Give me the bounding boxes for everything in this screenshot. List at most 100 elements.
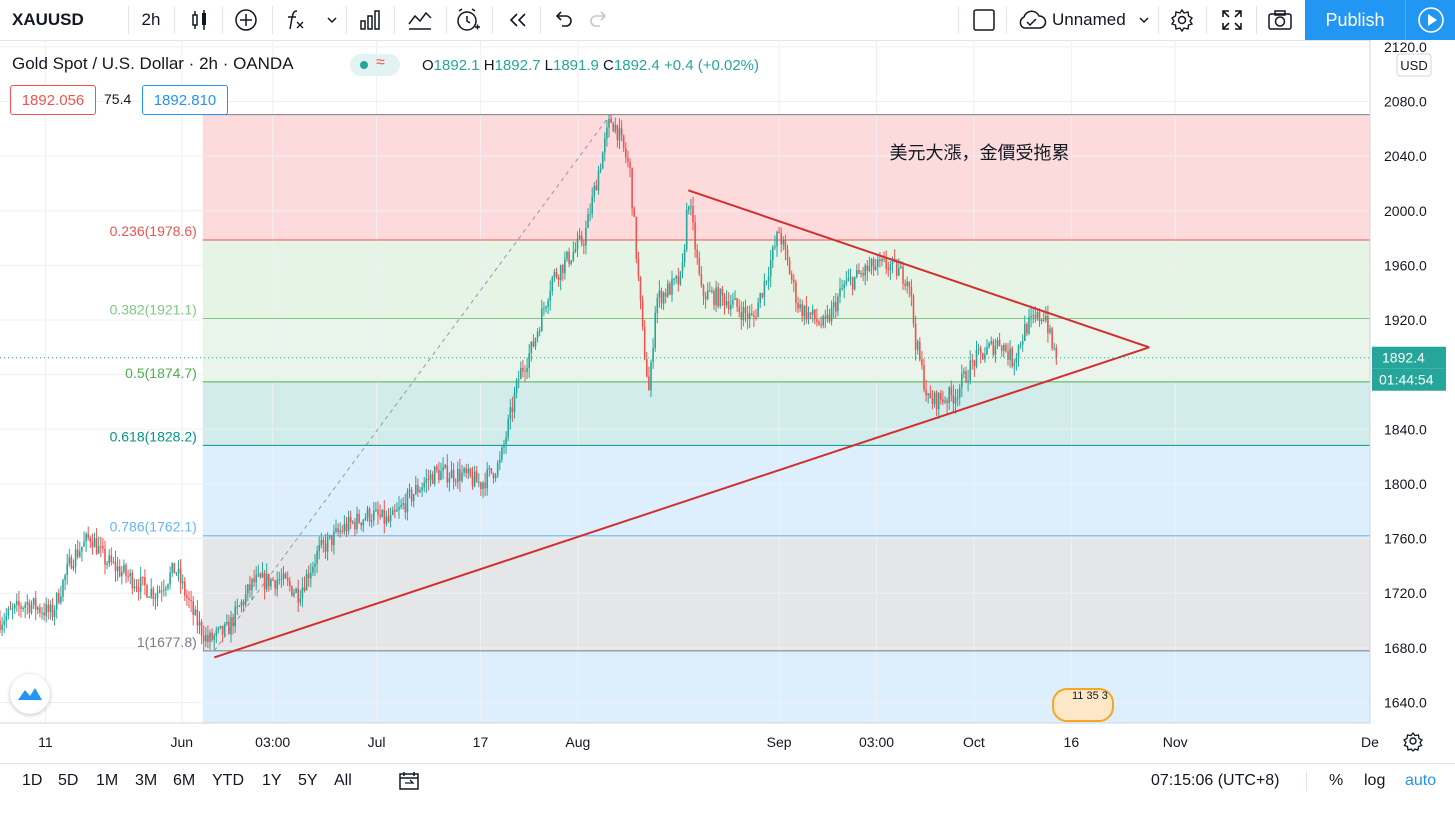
candle-body xyxy=(34,598,37,610)
candle-body xyxy=(364,518,367,520)
candle-body xyxy=(469,468,472,476)
candle-body xyxy=(622,135,625,149)
chevron-down-icon[interactable] xyxy=(1136,0,1152,40)
candle-body xyxy=(935,392,938,410)
publish-button[interactable]: Publish xyxy=(1305,0,1405,40)
replay-icon[interactable] xyxy=(500,0,536,40)
candle-body xyxy=(942,399,944,403)
candle-body xyxy=(658,290,661,299)
candle-body xyxy=(431,474,434,484)
layout-name[interactable]: Unnamed xyxy=(1052,10,1126,29)
candle-body xyxy=(444,464,446,468)
candle-body xyxy=(990,341,992,344)
fib-label: 0.236(1978.6) xyxy=(110,223,197,239)
square-icon[interactable] xyxy=(968,0,1000,40)
candle-body xyxy=(215,630,218,636)
undo-icon[interactable] xyxy=(548,0,578,40)
candle-body xyxy=(776,232,778,247)
candle-body xyxy=(751,313,753,316)
play-icon[interactable] xyxy=(1405,0,1455,40)
candle-body xyxy=(742,307,745,320)
range-button-1m[interactable]: 1M xyxy=(96,772,119,789)
time-tick-label: De xyxy=(1361,734,1379,750)
candle-body xyxy=(507,419,509,438)
candle-body xyxy=(95,538,98,554)
line-chart-icon[interactable] xyxy=(400,0,440,40)
alert-clock-icon[interactable] xyxy=(450,0,486,40)
candle-body xyxy=(179,568,182,584)
candle-body xyxy=(37,607,39,610)
range-button-all[interactable]: All xyxy=(334,772,352,789)
candle-body xyxy=(721,288,724,296)
auto-toggle[interactable]: auto xyxy=(1405,772,1437,789)
candle-body xyxy=(30,604,33,613)
price-tick-label: 1720.0 xyxy=(1384,585,1427,601)
price-axis: 2120.02080.02040.02000.01960.01920.01880… xyxy=(1369,39,1455,723)
candle-body xyxy=(822,316,824,326)
interval-button[interactable]: 2h xyxy=(141,10,161,29)
percent-toggle[interactable]: % xyxy=(1329,772,1344,789)
chevron-down-icon[interactable] xyxy=(322,0,342,40)
candle-body xyxy=(879,259,881,262)
candle-body xyxy=(307,573,310,579)
candle-body xyxy=(1032,315,1034,317)
toolbar-divider xyxy=(394,6,395,34)
legend-status-pill[interactable]: ≈ xyxy=(350,54,400,76)
economic-event-icon[interactable]: 11 35 3 xyxy=(1052,688,1114,722)
candle-body xyxy=(572,251,575,261)
range-button-1d[interactable]: 1D xyxy=(22,772,43,789)
candle-body xyxy=(333,531,335,546)
log-toggle[interactable]: log xyxy=(1364,772,1386,789)
candle-body xyxy=(100,546,102,548)
candle-body xyxy=(730,304,732,310)
range-button-1y[interactable]: 1Y xyxy=(262,772,282,789)
range-button-5y[interactable]: 5Y xyxy=(298,772,318,789)
toolbar-divider xyxy=(346,6,347,34)
buy-price-button[interactable]: 1892.810 xyxy=(142,85,228,115)
candle-body xyxy=(478,482,480,484)
candle-body xyxy=(1003,344,1005,351)
bottom-toolbar xyxy=(0,763,1455,808)
candle-body xyxy=(415,485,417,495)
bars-icon[interactable] xyxy=(352,0,388,40)
candle-body xyxy=(129,572,131,576)
candle-body xyxy=(184,581,186,596)
camera-icon[interactable] xyxy=(1262,0,1298,40)
toolbar-divider xyxy=(1256,6,1257,34)
candle-body xyxy=(366,508,369,519)
symbol-search[interactable]: XAUUSD xyxy=(12,10,84,29)
toolbar-divider xyxy=(1206,6,1207,34)
redo-icon[interactable] xyxy=(584,0,614,40)
sell-price-button[interactable]: 1892.056 xyxy=(10,85,96,115)
candle-body xyxy=(480,482,482,490)
range-button-3m[interactable]: 3M xyxy=(135,772,158,789)
clock-timezone[interactable]: 07:15:06 (UTC+8) xyxy=(1151,772,1280,789)
candle-body xyxy=(977,348,980,350)
plus-circle-icon[interactable] xyxy=(228,0,264,40)
gear-icon[interactable] xyxy=(1164,0,1200,40)
range-button-6m[interactable]: 6M xyxy=(173,772,196,789)
candle-body xyxy=(515,380,518,394)
candle-body xyxy=(114,561,117,571)
candle-body xyxy=(717,287,719,307)
candle-body xyxy=(236,606,239,608)
fullscreen-icon[interactable] xyxy=(1214,0,1250,40)
candle-body xyxy=(685,209,688,250)
candle-body xyxy=(22,607,24,609)
candle-body xyxy=(55,593,58,610)
last-price-label: 1892.4 xyxy=(1382,350,1425,366)
candle-body xyxy=(702,285,705,296)
range-button-5d[interactable]: 5D xyxy=(58,772,79,789)
candle-body xyxy=(284,573,287,579)
range-button-ytd[interactable]: YTD xyxy=(212,772,244,789)
candle-body xyxy=(646,359,648,377)
time-tick-label: Jul xyxy=(368,734,386,750)
candle-body xyxy=(650,362,652,391)
candle-body xyxy=(123,564,125,572)
tradingview-logo-icon[interactable] xyxy=(10,674,50,714)
fx-icon[interactable] xyxy=(280,0,310,40)
date-range-icon[interactable] xyxy=(398,763,420,799)
candle-body xyxy=(249,584,251,591)
price-chart[interactable]: 0.236(1978.6) 0.382(1921.1) 0.5(1874.7) 0.6… xyxy=(0,0,1455,763)
candles-icon[interactable] xyxy=(182,0,218,40)
